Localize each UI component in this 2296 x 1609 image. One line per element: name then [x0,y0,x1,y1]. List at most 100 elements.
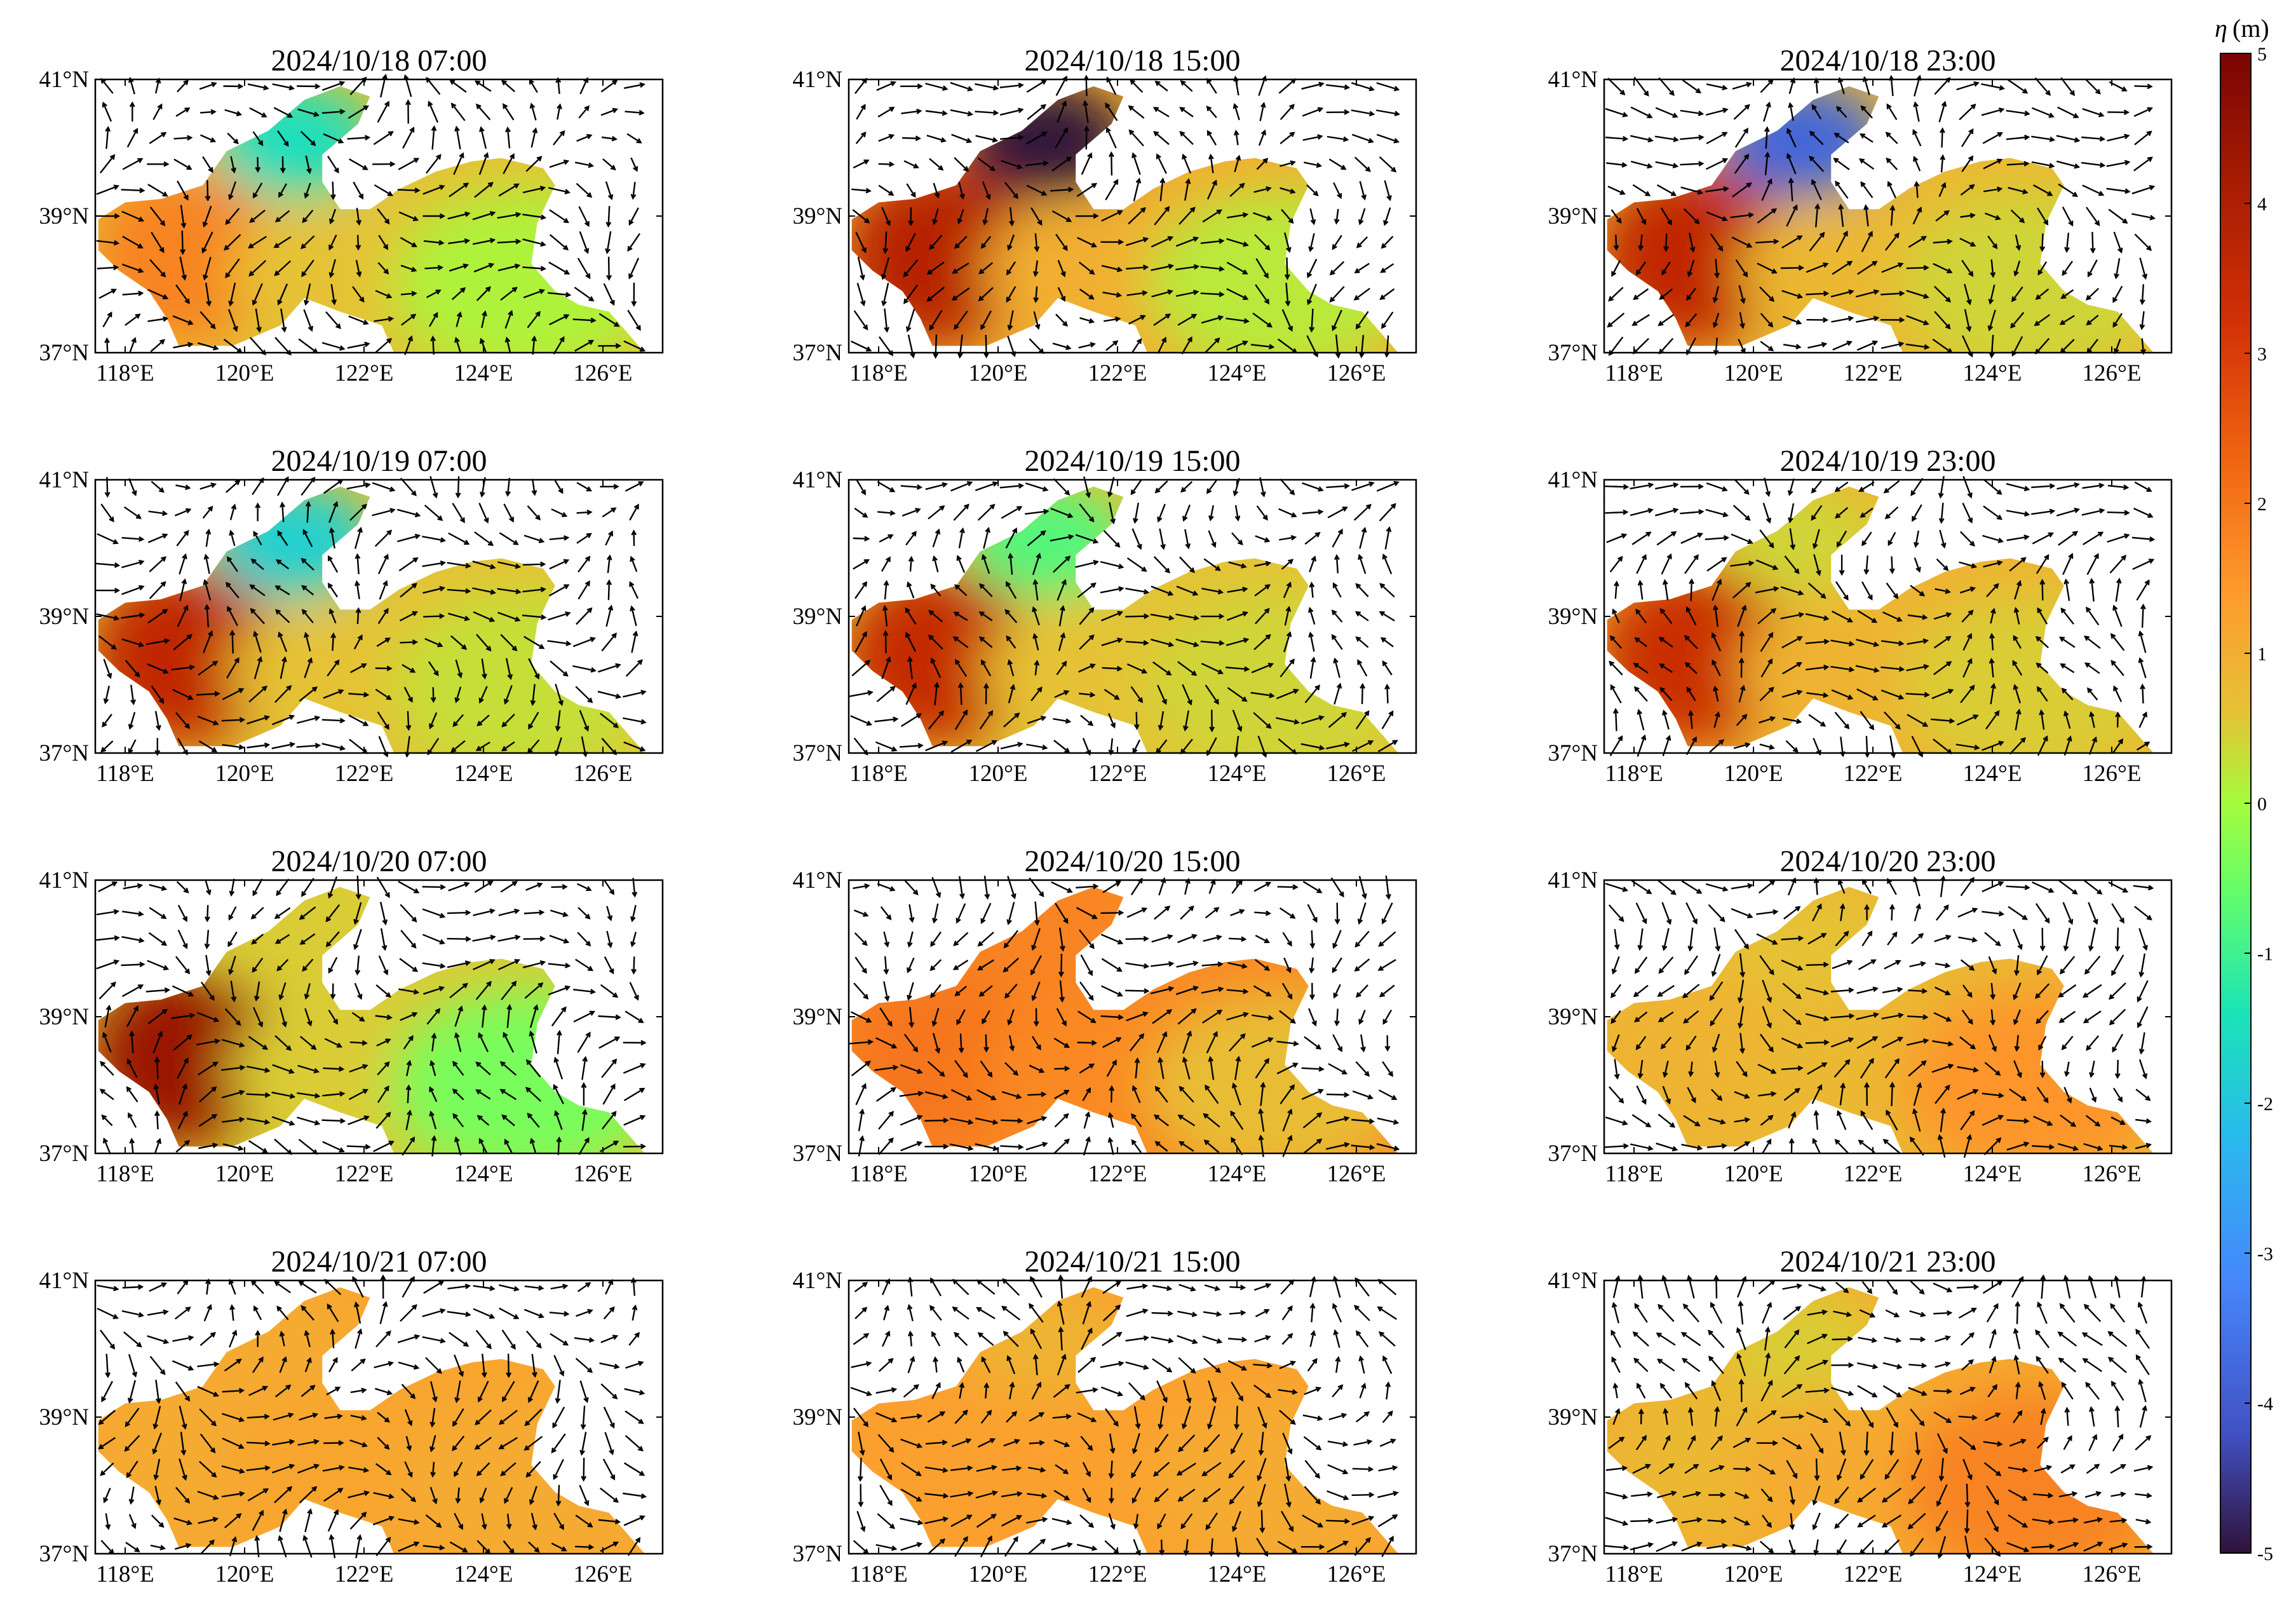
vector-arrow [332,181,334,199]
vector-arrow-head [1367,1094,1374,1100]
vector-arrow [1176,961,1198,968]
vector-arrow-head [1393,86,1400,92]
vector-arrow [128,478,137,496]
vector-arrow-head [314,742,321,749]
vector-arrow [330,259,336,277]
vector-arrow [1175,237,1198,247]
vector-arrow-head [563,938,570,944]
vector-arrow-head [1188,906,1194,911]
vector-arrow [1255,535,1269,542]
vector-arrow-head [1042,744,1048,750]
vector-arrow-head [212,660,219,667]
vector-arrow-head [1013,1070,1019,1076]
vector-arrow [903,160,919,168]
vector-arrow [348,1089,368,1101]
vector-arrow-head [1309,994,1315,1001]
vector-arrow [603,1307,615,1320]
vector-arrow [400,236,417,247]
vector-arrow [1713,286,1719,302]
vector-arrow-head [1309,581,1315,588]
vector-arrow-head [306,1357,312,1363]
vector-arrow-head [888,1110,894,1117]
vector-arrow [1961,129,1974,147]
vector-arrow-head [454,1032,460,1038]
vector-arrow-head [559,336,565,343]
vector-arrow-head [1921,988,1928,994]
vector-arrow-head [589,1010,595,1016]
vector-arrow-head [915,135,921,142]
vector-arrow [272,1440,294,1446]
vector-arrow-head [2036,662,2042,669]
vector-arrow [1805,613,1828,620]
vector-arrow-head [1016,163,1023,170]
vector-arrow [908,904,914,922]
vector-arrow [1351,482,1374,491]
vector-arrow [1813,738,1821,755]
vector-arrow-head [1361,194,1367,201]
vector-arrow-head [908,220,914,227]
vector-arrow [432,337,435,355]
vector-arrow-head [239,1042,245,1048]
vector-arrow-head [1889,568,1895,574]
vector-arrow-head [1637,709,1642,715]
vector-arrow [351,1359,365,1372]
vector-arrow [2109,555,2126,574]
vector-arrow-head [1945,297,1952,303]
vector-arrow-head [1797,293,1804,299]
vector-arrow [224,1359,241,1372]
vector-arrow [246,1066,269,1072]
vector-arrow [1982,911,2003,915]
vector-arrow-head [458,1371,464,1378]
vector-arrow [375,688,391,700]
vector-arrow-head [1767,658,1773,665]
vector-arrow [1882,988,1902,994]
vector-arrow-head [1647,508,1654,513]
vector-arrow-head [111,981,116,988]
vector-arrow-head [606,275,612,281]
vector-arrow [631,1305,637,1321]
vector-arrow [2015,954,2020,975]
vector-arrow-head [2109,1019,2115,1026]
vector-arrow [1125,238,1148,247]
vector-arrow-head [511,981,517,987]
vector-arrow [274,260,292,276]
vector-arrow [102,714,112,727]
vector-arrow [623,1145,645,1148]
vector-arrow [2082,108,2104,117]
vector-arrow-head [1384,351,1390,358]
vector-arrow-head [276,965,283,972]
vector-arrow-head [102,1137,109,1144]
vector-arrow-head [107,311,112,318]
vector-arrow [2060,608,2074,625]
vector-arrow-head [339,81,346,86]
vector-arrow [376,1038,390,1047]
vector-arrow-head [411,916,417,923]
vector-arrow [407,1085,410,1104]
vector-arrow-head [1217,315,1224,321]
vector-arrow-head [1912,1108,1918,1115]
vector-arrow-head [113,184,119,190]
vector-arrow-head [866,720,872,726]
vector-arrow [1276,1040,1298,1045]
vector-arrow-head [582,1108,588,1115]
vector-arrow-head [1788,102,1793,108]
vector-arrow-head [607,194,614,201]
vector-arrow-head [2124,160,2131,166]
vector-arrow-head [1945,1084,1950,1090]
vector-arrow [1805,1042,1828,1044]
vector-arrow [1860,710,1874,730]
vector-arrow-head [966,481,973,487]
vector-arrow-head [987,710,994,716]
y-tick-label: 37°N [1548,1141,1598,1167]
vector-arrow [1887,532,1896,545]
vector-arrow-head [1714,273,1720,279]
vector-arrow-head [307,325,313,332]
vector-arrow-head [1083,100,1088,106]
vector-arrow [476,741,490,751]
vector-arrow [130,1032,134,1054]
vector-arrow [299,686,317,702]
vector-arrow [1280,104,1295,120]
central-region [982,614,1134,728]
vector-arrow-head [186,1034,192,1040]
vector-arrow-head [1746,242,1753,248]
